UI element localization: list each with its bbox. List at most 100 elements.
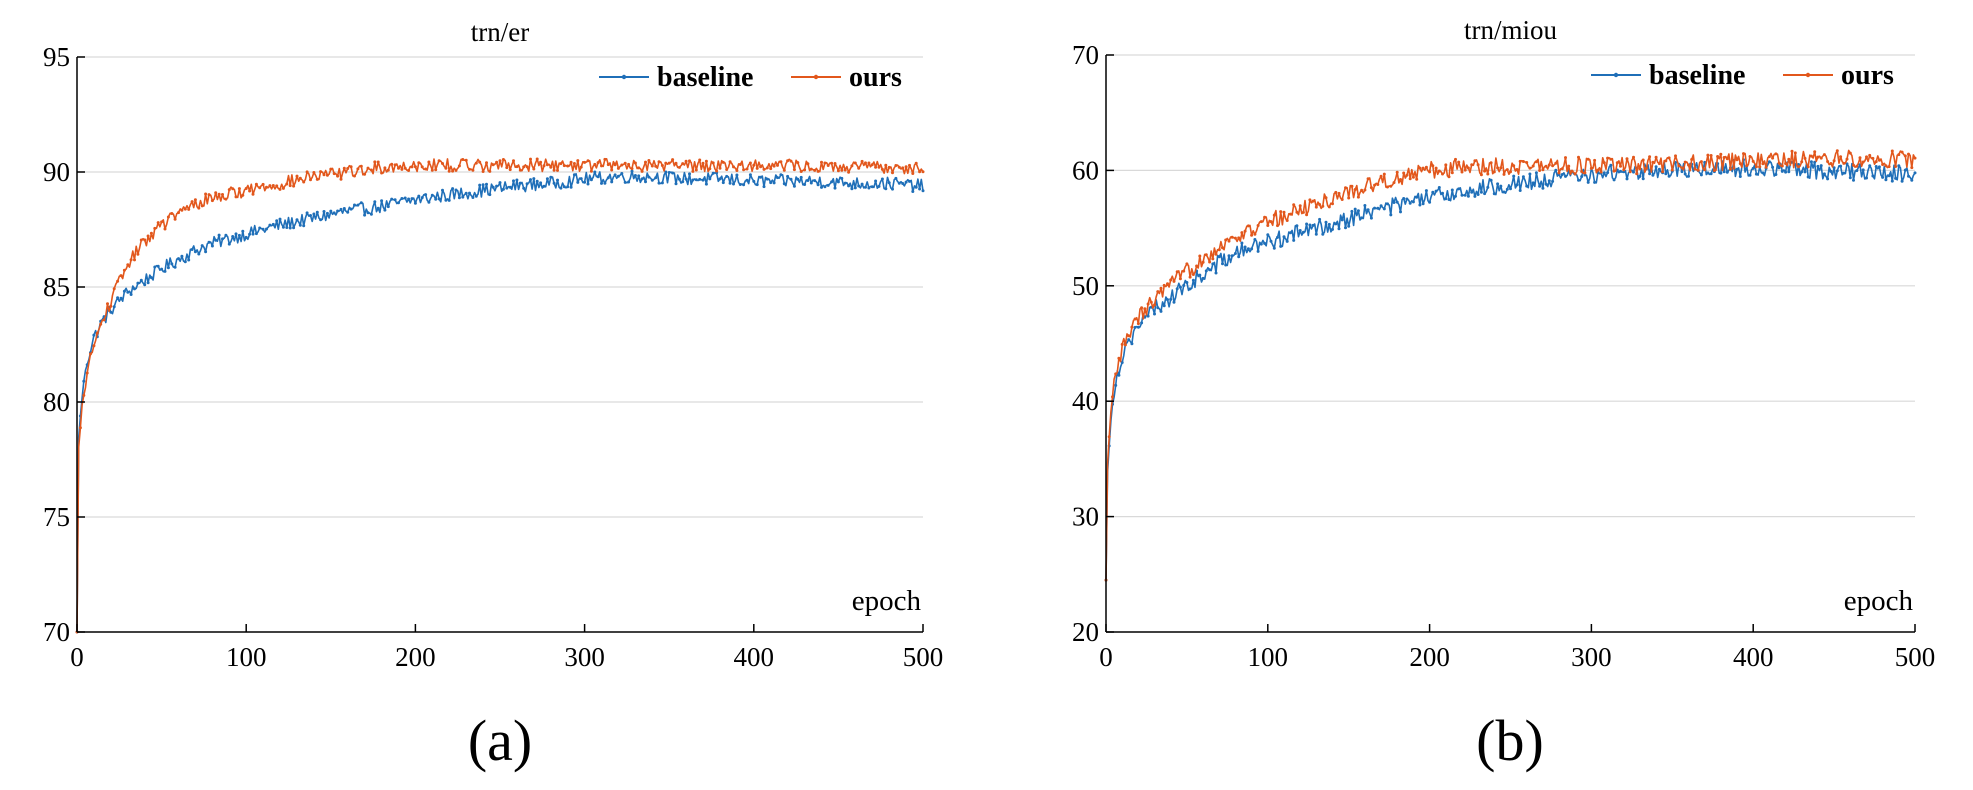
data-point	[654, 164, 658, 168]
data-point	[386, 205, 390, 209]
x-axis-label: epoch	[1844, 585, 1914, 617]
data-point	[1560, 167, 1564, 171]
data-point	[237, 187, 241, 191]
data-point	[1470, 163, 1474, 167]
data-point	[843, 168, 847, 172]
y-tick-label: 20	[1072, 617, 1099, 647]
data-point	[1754, 172, 1758, 176]
data-point	[173, 265, 177, 269]
data-point	[1454, 194, 1457, 198]
data-point	[1551, 164, 1555, 168]
data-point	[901, 182, 905, 185]
data-point	[1350, 184, 1354, 188]
data-point	[1117, 356, 1121, 360]
data-point	[623, 161, 627, 165]
data-point	[281, 225, 285, 229]
data-point	[1353, 188, 1357, 191]
data-point	[224, 233, 228, 237]
data-point	[1399, 178, 1402, 181]
data-point	[583, 180, 587, 184]
data-point	[830, 161, 834, 165]
data-point	[1120, 361, 1124, 364]
data-point	[566, 164, 570, 168]
data-point	[1172, 300, 1176, 304]
data-point	[336, 209, 340, 213]
y-tick-label: 80	[43, 387, 70, 417]
data-point	[1784, 170, 1788, 174]
data-point	[244, 187, 248, 190]
data-point	[1198, 254, 1202, 258]
data-point	[1632, 155, 1635, 159]
data-point	[1233, 252, 1237, 255]
data-point	[792, 168, 796, 172]
data-point	[1803, 156, 1807, 160]
legend-label-baseline: baseline	[657, 62, 753, 93]
data-point	[1667, 156, 1671, 160]
data-point	[214, 238, 218, 242]
data-point	[498, 159, 502, 163]
data-point	[1612, 178, 1616, 182]
y-tick-label: 40	[1072, 386, 1099, 416]
data-point	[1473, 194, 1477, 198]
data-point	[89, 352, 92, 356]
data-point	[529, 178, 532, 182]
data-point	[325, 173, 329, 177]
data-point	[1541, 186, 1545, 190]
data-point	[1777, 166, 1781, 170]
data-point	[1842, 161, 1846, 165]
data-point	[183, 260, 187, 264]
data-point	[782, 182, 786, 186]
data-point	[1156, 306, 1160, 310]
data-point	[112, 287, 116, 291]
data-point	[1612, 169, 1616, 173]
series-baseline	[75, 169, 925, 634]
data-point	[298, 176, 302, 180]
data-point	[644, 180, 647, 184]
x-tick-label: 100	[226, 642, 267, 672]
data-point	[1466, 194, 1470, 198]
data-point	[495, 160, 499, 164]
data-point	[407, 169, 411, 172]
data-point	[474, 194, 478, 198]
data-point	[1292, 203, 1296, 207]
data-point	[231, 235, 235, 238]
data-point	[681, 180, 685, 184]
data-point	[1318, 217, 1322, 221]
data-point	[336, 174, 340, 178]
data-point	[1476, 163, 1480, 167]
data-point	[1107, 435, 1111, 439]
data-point	[1771, 165, 1775, 169]
data-point	[1803, 170, 1807, 174]
data-point	[850, 187, 854, 191]
data-point	[163, 227, 167, 231]
panel-caption: (a)	[468, 708, 532, 773]
data-point	[1463, 168, 1467, 172]
data-point	[1379, 174, 1383, 178]
data-point	[620, 163, 624, 167]
data-point	[217, 233, 221, 237]
data-point	[305, 211, 309, 215]
data-point	[1483, 192, 1487, 196]
series-line-ours	[76, 158, 924, 633]
data-point	[376, 206, 380, 210]
data-point	[376, 160, 380, 164]
data-point	[1877, 158, 1881, 162]
data-point	[728, 181, 732, 185]
data-point	[674, 161, 678, 165]
data-point	[241, 229, 245, 233]
data-point	[613, 163, 617, 167]
data-point	[1133, 317, 1137, 321]
data-point	[1379, 204, 1383, 208]
data-point	[505, 166, 509, 170]
data-point	[129, 293, 133, 296]
data-point	[1356, 195, 1360, 199]
data-point	[126, 263, 130, 267]
data-point	[1366, 177, 1370, 181]
data-point	[1496, 166, 1500, 170]
data-point	[1363, 188, 1367, 192]
data-point	[1586, 180, 1590, 184]
data-point	[525, 182, 529, 186]
data-point	[1424, 189, 1428, 193]
data-point	[708, 167, 712, 171]
data-point	[1541, 168, 1545, 172]
